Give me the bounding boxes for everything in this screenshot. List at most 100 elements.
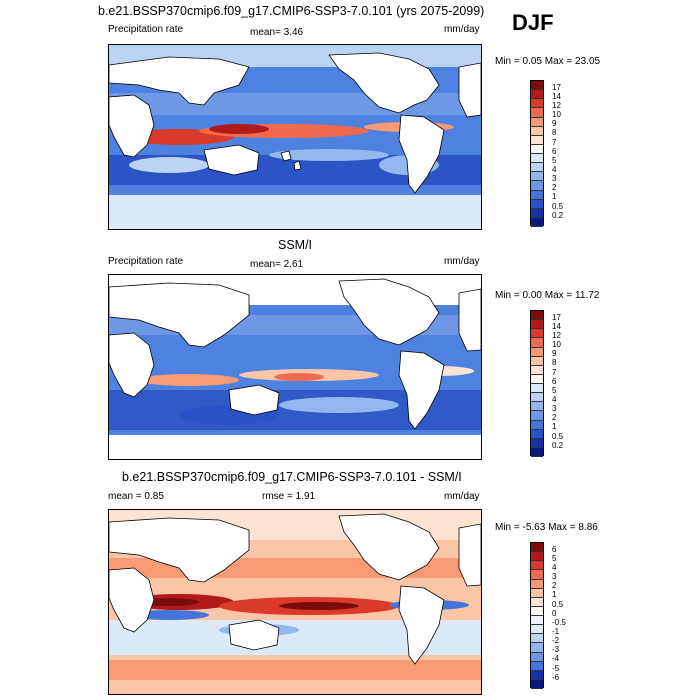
panel3-colorbar-label: 1	[552, 590, 557, 599]
panel2-colorbar-swatch-6	[531, 365, 543, 375]
panel3-colorbar	[530, 542, 544, 689]
panel3-colorbar-swatch-0	[531, 543, 543, 553]
panel1-colorbar-swatch-4	[531, 117, 543, 127]
panel2-colorbar-swatch-8	[531, 384, 543, 394]
panel2-colorbar-label: 9	[552, 349, 557, 358]
panel2-colorbar-label: 14	[552, 322, 561, 331]
panel3-colorbar-label: -3	[552, 645, 560, 654]
panel1-colorbar-swatch-11	[531, 181, 543, 191]
panel3-map	[108, 509, 482, 695]
panel2-colorbar-label: 6	[552, 377, 557, 386]
panel3-colorbar-swatch-8	[531, 616, 543, 626]
panel2-colorbar-label: 12	[552, 331, 561, 340]
panel2-colorbar-swatch-15	[531, 447, 543, 457]
panel1-colorbar-label: 0.2	[552, 211, 564, 220]
panel3-colorbar-label: -4	[552, 654, 560, 663]
panel1-title: b.e21.BSSP370cmip6.f09_g17.CMIP6-SSP3-7.…	[98, 4, 485, 18]
panel1-colorbar-swatch-6	[531, 135, 543, 145]
panel3-map-svg	[109, 510, 481, 694]
panel2-colorbar-swatch-2	[531, 329, 543, 339]
panel3-colorbar-label: -0.5	[552, 618, 566, 627]
panel2-colorbar-swatch-7	[531, 374, 543, 384]
panel1-colorbar-swatch-5	[531, 126, 543, 136]
panel3-colorbar-label: -6	[552, 673, 560, 682]
panel1-colorbar-label: 8	[552, 128, 557, 137]
panel1-colorbar-label: 0.5	[552, 202, 564, 211]
panel3-colorbar-swatch-12	[531, 652, 543, 662]
panel2-title: SSM/I	[278, 238, 313, 252]
panel2-colorbar-swatch-5	[531, 356, 543, 366]
panel3-colorbar-swatch-3	[531, 570, 543, 580]
panel3-colorbar-swatch-13	[531, 661, 543, 671]
panel1-colorbar-label: 7	[552, 138, 557, 147]
panel1-colorbar-swatch-12	[531, 190, 543, 200]
panel1-colorbar-label: 1	[552, 192, 557, 201]
panel1-colorbar-swatch-1	[531, 90, 543, 100]
panel1-colorbar-label: 5	[552, 156, 557, 165]
panel1-mean-label: mean= 3.46	[250, 27, 304, 38]
panel3-colorbar-swatch-14	[531, 670, 543, 680]
panel2-minmax: Min = 0.00 Max = 11.72	[495, 290, 600, 301]
panel2-units: mm/day	[444, 256, 480, 267]
panel2-colorbar-label: 17	[552, 313, 561, 322]
panel3-colorbar-swatch-9	[531, 625, 543, 635]
panel2-colorbar-label: 2	[552, 413, 557, 422]
panel2-colorbar-swatch-11	[531, 411, 543, 421]
panel2-colorbar-label: 0.5	[552, 432, 564, 441]
panel3-colorbar-label: -5	[552, 664, 560, 673]
panel2-colorbar	[530, 310, 544, 457]
panel2-colorbar-swatch-4	[531, 347, 543, 357]
panel1-colorbar-swatch-7	[531, 144, 543, 154]
panel2-colorbar-label: 1	[552, 422, 557, 431]
panel2-colorbar-swatch-12	[531, 420, 543, 430]
panel3-colorbar-label: 0	[552, 609, 557, 618]
panel2-map-svg	[109, 275, 481, 459]
panel2-mean-label: mean= 2.61	[250, 259, 304, 270]
panel3-minmax: Min = -5.63 Max = 8.86	[495, 522, 598, 533]
panel3-colorbar-label: 0.5	[552, 600, 564, 609]
panel1-colorbar-label: 4	[552, 165, 557, 174]
panel3-colorbar-label: -2	[552, 636, 560, 645]
panel2-colorbar-swatch-13	[531, 429, 543, 439]
panel1-colorbar-swatch-15	[531, 217, 543, 227]
panel3-colorbar-label: 4	[552, 563, 557, 572]
panel1-colorbar-swatch-10	[531, 172, 543, 182]
panel1-map	[108, 44, 482, 230]
panel1-left-label: Precipitation rate	[108, 24, 184, 35]
panel2-colorbar-swatch-3	[531, 338, 543, 348]
panel1-colorbar-swatch-14	[531, 208, 543, 218]
panel2-map	[108, 274, 482, 460]
panel3-colorbar-swatch-10	[531, 634, 543, 644]
panel1-colorbar	[530, 80, 544, 227]
panel2-colorbar-label: 5	[552, 386, 557, 395]
panel3-colorbar-swatch-7	[531, 606, 543, 616]
panel1-map-svg	[109, 45, 481, 229]
season-label: DJF	[512, 10, 554, 35]
panel1-colorbar-swatch-8	[531, 154, 543, 164]
panel2-colorbar-swatch-10	[531, 402, 543, 412]
panel2-colorbar-swatch-14	[531, 438, 543, 448]
panel2-colorbar-label: 0.2	[552, 441, 564, 450]
panel3-colorbar-swatch-5	[531, 588, 543, 598]
panel1-colorbar-label: 6	[552, 147, 557, 156]
panel2-colorbar-swatch-9	[531, 393, 543, 403]
panel1-colorbar-swatch-9	[531, 163, 543, 173]
panel3-mean-label: mean = 0.85	[108, 491, 164, 502]
panel2-left-label: Precipitation rate	[108, 256, 184, 267]
panel1-minmax: Min = 0.05 Max = 23.05	[495, 56, 601, 67]
panel3-colorbar-swatch-11	[531, 643, 543, 653]
panel1-colorbar-swatch-0	[531, 81, 543, 91]
panel1-colorbar-label: 14	[552, 92, 561, 101]
panel3-colorbar-label: 5	[552, 554, 557, 563]
panel1-units: mm/day	[444, 24, 480, 35]
panel2-colorbar-label: 8	[552, 358, 557, 367]
panel3-colorbar-swatch-15	[531, 679, 543, 689]
panel3-title: b.e21.BSSP370cmip6.f09_g17.CMIP6-SSP3-7.…	[122, 470, 462, 484]
panel3-units: mm/day	[444, 491, 480, 502]
panel2-colorbar-label: 4	[552, 395, 557, 404]
panel1-colorbar-label: 9	[552, 119, 557, 128]
panel1-colorbar-swatch-13	[531, 199, 543, 209]
panel2-colorbar-label: 7	[552, 368, 557, 377]
panel1-colorbar-label: 3	[552, 174, 557, 183]
panel3-colorbar-swatch-4	[531, 579, 543, 589]
